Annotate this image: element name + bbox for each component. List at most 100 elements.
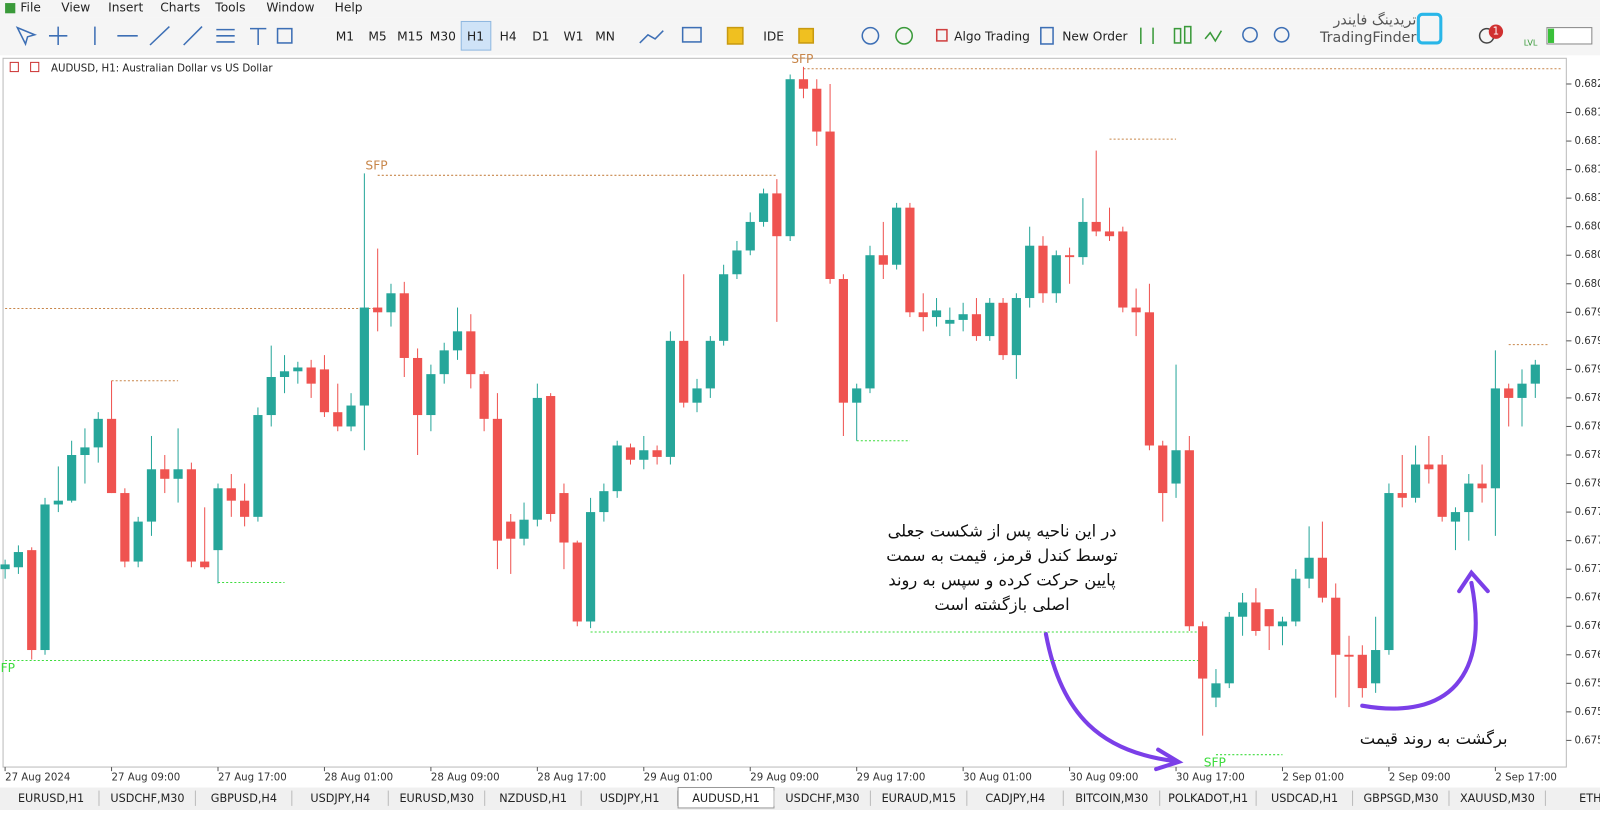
- annotation: برگشت به روند قیمت: [1360, 729, 1508, 749]
- arrows: [1043, 569, 1490, 772]
- toolbar-button[interactable]: Algo Trading: [954, 29, 1030, 43]
- candle-body: [825, 131, 835, 280]
- toolbar-button[interactable]: IDE: [763, 29, 784, 43]
- candle-body: [200, 561, 210, 568]
- tab[interactable]: NZDUSD,H1: [499, 792, 567, 805]
- y-tick-label: 0.67980: [1574, 307, 1600, 318]
- tab[interactable]: GBPUSD,H4: [211, 792, 277, 805]
- tab[interactable]: USDCHF,M30: [110, 792, 184, 805]
- y-tick-label: 0.67860: [1574, 421, 1600, 432]
- timeframe[interactable]: W1: [564, 29, 584, 43]
- candle-body: [639, 450, 649, 460]
- x-tick-label: 29 Aug 01:00: [644, 772, 713, 783]
- candle-body: [160, 469, 170, 479]
- candle-body: [386, 293, 396, 313]
- symbol-icon: [30, 61, 40, 73]
- candle-body: [532, 397, 542, 520]
- toolbar-button[interactable]: New Order: [1062, 29, 1128, 43]
- tab[interactable]: USDCAD,H1: [1271, 792, 1338, 805]
- y-tick-label: 0.67770: [1574, 507, 1600, 518]
- y-tick-label: 0.67830: [1574, 450, 1600, 461]
- candle-body: [719, 274, 729, 341]
- candle-body: [1344, 654, 1354, 657]
- candle-body: [1065, 255, 1075, 258]
- candle-body: [426, 374, 436, 416]
- candle-body: [1224, 616, 1234, 684]
- candle-body: [546, 396, 556, 514]
- tab[interactable]: USDCHF,M30: [785, 792, 859, 805]
- candle-body: [1251, 602, 1261, 632]
- candle-body: [1158, 445, 1168, 494]
- timeframe[interactable]: H4: [500, 29, 517, 43]
- menu-item[interactable]: Help: [335, 1, 363, 15]
- x-tick-label: 2 Sep 01:00: [1282, 772, 1344, 783]
- candle-body: [679, 340, 689, 403]
- y-tick-label: 0.68100: [1574, 193, 1600, 204]
- level-bar: [1546, 27, 1593, 45]
- timeframe[interactable]: D1: [532, 29, 549, 43]
- candle-body: [1291, 578, 1301, 622]
- candle-body: [1397, 493, 1407, 498]
- y-tick-label: 0.68070: [1574, 222, 1600, 233]
- candle-body: [226, 488, 236, 501]
- timeframe[interactable]: M5: [368, 29, 386, 43]
- x-tick-label: 29 Aug 17:00: [857, 772, 926, 783]
- candle-body: [1118, 231, 1128, 308]
- lvl: LVL: [1524, 37, 1538, 47]
- tab[interactable]: AUDUSD,H1: [692, 792, 760, 805]
- timeframe[interactable]: M15: [397, 29, 423, 43]
- candle-body: [306, 367, 316, 384]
- x-tick-label: 2 Sep 17:00: [1495, 772, 1557, 783]
- tab-bar: [0, 787, 1600, 810]
- annotation: اصلی بازگشته است: [934, 595, 1069, 615]
- x-tick-label: 27 Aug 09:00: [112, 772, 181, 783]
- candle-body: [1104, 231, 1115, 237]
- menu-item[interactable]: Insert: [108, 1, 143, 15]
- tab[interactable]: CADJPY,H4: [985, 792, 1045, 805]
- tab[interactable]: EURAUD,M15: [882, 792, 957, 805]
- timeframe[interactable]: MN: [595, 29, 615, 43]
- app-icon: [5, 3, 16, 14]
- tab[interactable]: XAUUSD,M30: [1460, 792, 1535, 805]
- candle-body: [1371, 650, 1381, 684]
- tab[interactable]: USDJPY,H4: [310, 792, 370, 805]
- tab[interactable]: GBPSGD,M30: [1363, 792, 1438, 805]
- x-tick-label: 29 Aug 09:00: [750, 772, 819, 783]
- timeframe[interactable]: M1: [336, 29, 354, 43]
- menu-item[interactable]: View: [61, 1, 90, 15]
- menu-item[interactable]: File: [20, 1, 40, 15]
- tab[interactable]: EURUSD,M30: [399, 792, 474, 805]
- candle-body: [1331, 597, 1341, 655]
- candle-body: [279, 371, 290, 377]
- y-tick-label: 0.68010: [1574, 279, 1600, 290]
- tab[interactable]: USDJPY,H1: [600, 792, 660, 805]
- tab[interactable]: EURUSD,H1: [18, 792, 84, 805]
- candle-body: [1477, 483, 1487, 489]
- menu-bar: [0, 0, 1600, 18]
- tab[interactable]: POLKADOT,H1: [1168, 792, 1248, 805]
- candle-body: [1184, 450, 1194, 627]
- candle-body: [253, 415, 263, 517]
- candle-body: [599, 491, 609, 513]
- candle-body: [1317, 557, 1327, 598]
- candle-body: [745, 221, 755, 251]
- candle-body: [359, 307, 369, 406]
- menu-item[interactable]: Window: [266, 1, 314, 15]
- tab[interactable]: ETHE: [1579, 792, 1600, 805]
- y-tick-label: 0.67890: [1574, 393, 1600, 404]
- candle-body: [985, 302, 995, 337]
- menu-item[interactable]: Tools: [214, 1, 245, 15]
- timeframe[interactable]: H1: [467, 29, 484, 43]
- candle-body: [439, 350, 449, 375]
- candle-body: [945, 319, 955, 324]
- candle-body: [652, 450, 662, 457]
- y-tick-label: 0.67920: [1574, 364, 1600, 375]
- candle-body: [146, 469, 157, 522]
- tab[interactable]: BITCOIN,M30: [1075, 792, 1148, 805]
- menu-item[interactable]: Charts: [160, 1, 200, 15]
- timeframe[interactable]: M30: [430, 29, 456, 43]
- y-tick-label: 0.67710: [1574, 564, 1600, 575]
- y-tick-label: 0.68220: [1574, 79, 1600, 90]
- sfp-label: SFP: [1204, 755, 1226, 769]
- x-tick-label: 30 Aug 01:00: [963, 772, 1032, 783]
